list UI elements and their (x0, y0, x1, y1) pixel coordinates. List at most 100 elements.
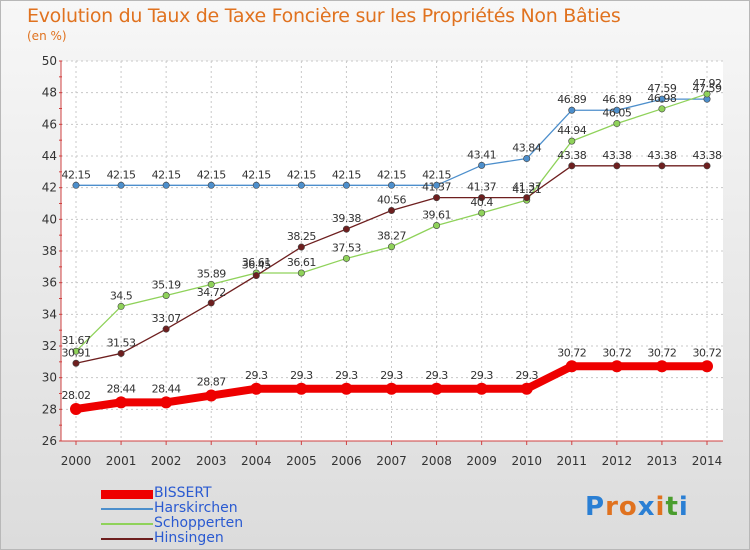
x-tick-label: 2014 (692, 454, 723, 468)
data-label-harskirchen: 42.15 (152, 168, 181, 181)
x-tick-label: 2003 (196, 454, 227, 468)
legend-swatch-bissert (101, 490, 153, 499)
data-point-hinsingen (297, 243, 305, 251)
logo-letter: i (678, 492, 689, 522)
legend-swatch-hinsingen (101, 538, 153, 540)
y-tick-label: 40 (42, 212, 57, 226)
data-point-bissert (160, 396, 173, 409)
data-label-bissert: 29.3 (380, 369, 403, 382)
y-tick-label: 26 (42, 434, 57, 448)
data-label-schopperten: 36.61 (287, 256, 316, 269)
logo-letter: r (605, 492, 619, 522)
data-point-hinsingen (703, 162, 711, 170)
data-point-hinsingen (342, 225, 350, 233)
data-label-hinsingen: 43.38 (557, 149, 586, 162)
data-point-bissert (610, 360, 623, 373)
data-label-hinsingen: 41.37 (512, 181, 541, 194)
data-point-bissert (701, 360, 713, 373)
data-point-harskirchen (568, 106, 576, 114)
data-label-hinsingen: 41.37 (467, 181, 496, 194)
data-point-schopperten (387, 243, 395, 251)
data-point-bissert (295, 382, 308, 395)
data-label-bissert: 30.72 (602, 346, 631, 359)
data-point-harskirchen (433, 181, 441, 189)
data-label-harskirchen: 42.15 (422, 168, 451, 181)
proxiti-logo: Proxiti (585, 492, 689, 522)
data-label-hinsingen: 33.07 (152, 312, 181, 325)
data-point-bissert (655, 360, 668, 373)
data-label-schopperten: 40.4 (470, 196, 493, 209)
data-point-bissert (520, 382, 533, 395)
data-label-hinsingen: 31.53 (107, 336, 136, 349)
data-point-bissert (70, 403, 82, 416)
data-label-schopperten: 44.94 (557, 124, 586, 137)
data-label-schopperten: 37.53 (332, 241, 361, 254)
data-point-harskirchen (297, 181, 305, 189)
logo-letter: P (585, 492, 606, 522)
data-point-bissert (385, 382, 398, 395)
y-tick-label: 34 (42, 307, 57, 321)
data-point-hinsingen (117, 349, 125, 357)
data-label-hinsingen: 38.25 (287, 230, 316, 243)
y-tick-label: 42 (42, 181, 57, 195)
data-point-hinsingen (568, 162, 576, 170)
y-tick-label: 48 (42, 86, 57, 100)
data-label-schopperten: 35.19 (152, 278, 181, 291)
data-label-schopperten: 38.27 (377, 230, 406, 243)
data-point-hinsingen (162, 325, 170, 333)
data-point-harskirchen (207, 181, 215, 189)
data-label-harskirchen: 42.15 (107, 168, 136, 181)
legend-label-harskirchen: Harskirchen (154, 500, 238, 516)
data-point-schopperten (72, 347, 80, 355)
x-tick-label: 2013 (647, 454, 678, 468)
data-label-schopperten: 31.67 (62, 334, 91, 347)
data-point-harskirchen (342, 181, 350, 189)
data-label-hinsingen: 40.56 (377, 193, 406, 206)
legend-label-hinsingen: Hinsingen (154, 530, 224, 546)
data-label-bissert: 29.3 (470, 369, 493, 382)
data-point-hinsingen (478, 194, 486, 202)
data-label-schopperten: 39.61 (422, 209, 451, 222)
data-label-bissert: 28.02 (62, 389, 91, 402)
legend-swatch-schopperten (101, 523, 153, 525)
data-label-bissert: 29.3 (245, 369, 268, 382)
data-label-harskirchen: 46.89 (557, 93, 586, 106)
x-tick-label: 2006 (331, 454, 362, 468)
data-label-harskirchen: 46.89 (602, 93, 631, 106)
data-point-schopperten (703, 90, 711, 98)
data-point-hinsingen (613, 162, 621, 170)
y-tick-label: 38 (42, 244, 57, 258)
x-tick-label: 2002 (151, 454, 182, 468)
data-point-bissert (250, 382, 263, 395)
data-point-schopperten (117, 302, 125, 310)
data-label-bissert: 28.44 (107, 382, 136, 395)
data-label-harskirchen: 42.15 (377, 168, 406, 181)
data-point-schopperten (613, 120, 621, 128)
data-label-bissert: 29.3 (290, 369, 313, 382)
logo-letter: x (637, 492, 656, 522)
chart-title: Evolution du Taux de Taxe Foncière sur l… (27, 5, 621, 27)
data-point-bissert (205, 389, 218, 402)
y-tick-label: 44 (42, 149, 57, 163)
y-tick-label: 32 (42, 339, 57, 353)
data-label-schopperten: 46.98 (647, 92, 676, 105)
data-point-harskirchen (613, 106, 621, 114)
x-tick-label: 2000 (61, 454, 92, 468)
data-label-bissert: 28.87 (197, 376, 226, 389)
data-label-bissert: 28.44 (152, 382, 181, 395)
data-label-harskirchen: 43.84 (512, 142, 541, 155)
data-label-harskirchen: 42.15 (242, 168, 271, 181)
x-tick-label: 2009 (466, 454, 497, 468)
data-label-schopperten: 46.05 (602, 107, 631, 120)
data-point-harskirchen (478, 161, 486, 169)
data-label-hinsingen: 39.38 (332, 212, 361, 225)
data-label-bissert: 30.72 (647, 346, 676, 359)
data-label-harskirchen: 47.59 (693, 82, 722, 95)
data-point-schopperten (478, 209, 486, 217)
y-tick-label: 36 (42, 276, 57, 290)
unit-label: (en %) (27, 29, 67, 43)
data-label-hinsingen: 34.72 (197, 286, 226, 299)
data-point-schopperten (568, 137, 576, 145)
